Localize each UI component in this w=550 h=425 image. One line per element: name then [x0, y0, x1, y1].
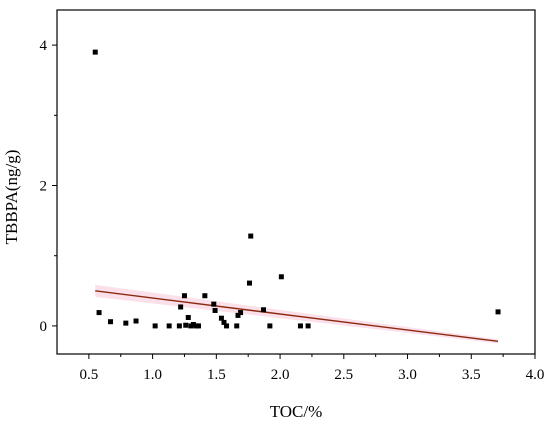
- x-tick-label: 1.5: [207, 367, 226, 383]
- scatter-point: [297, 323, 303, 329]
- scatter-point: [267, 323, 273, 329]
- scatter-point: [224, 323, 230, 329]
- confidence-band: [95, 284, 499, 344]
- scatter-point: [221, 319, 227, 325]
- scatter-point: [188, 323, 194, 329]
- scatter-point: [108, 319, 114, 325]
- scatter-point: [176, 323, 182, 329]
- scatter-point: [152, 323, 158, 329]
- scatter-point: [185, 314, 191, 320]
- scatter-point: [278, 274, 284, 280]
- scatter-point: [234, 323, 240, 329]
- scatter-point: [92, 49, 98, 55]
- y-tick-label: 0: [40, 319, 48, 335]
- scatter-point: [193, 323, 199, 329]
- y-tick-label: 2: [40, 179, 48, 195]
- scatter-point: [218, 315, 224, 321]
- scatter-point: [190, 322, 196, 328]
- scatter-point: [123, 320, 129, 326]
- scatter-point: [96, 310, 102, 316]
- scatter-point: [183, 322, 189, 328]
- scatter-point: [178, 304, 184, 310]
- scatter-point: [202, 293, 208, 299]
- scatter-point: [181, 293, 187, 299]
- scatter-point: [248, 233, 254, 239]
- scatter-point: [211, 301, 217, 307]
- confidence-band-layer: [95, 284, 499, 344]
- scatter-point: [166, 323, 172, 329]
- scatter-points-layer: [92, 49, 501, 329]
- x-tick-label: 2.5: [334, 367, 353, 383]
- x-axis-title: TOC/%: [270, 402, 323, 421]
- scatter-point: [495, 309, 501, 315]
- scatter-point: [305, 323, 311, 329]
- scatter-point: [133, 318, 139, 324]
- x-tick-label: 3.5: [462, 367, 481, 383]
- plot-area-frame: [56, 9, 536, 355]
- fit-line: [95, 290, 499, 343]
- y-axis-ticks: 0 2 4: [40, 38, 57, 335]
- x-tick-label: 2.0: [271, 367, 290, 383]
- x-tick-label: 4.0: [526, 367, 545, 383]
- scatter-point: [212, 307, 218, 313]
- scatter-point: [238, 310, 244, 316]
- x-axis-ticks: 0.5 1.0 1.5 2.0 2.5 3.0 3.5 4.0: [79, 354, 544, 383]
- fit-line-layer: [95, 290, 499, 343]
- scatter-point: [246, 280, 252, 286]
- scatter-point: [195, 323, 201, 329]
- scatter-point: [260, 307, 266, 313]
- scatter-point: [235, 312, 241, 318]
- x-tick-label: 3.0: [398, 367, 417, 383]
- y-tick-label: 4: [40, 38, 48, 54]
- x-tick-label: 1.0: [143, 367, 162, 383]
- y-axis-title: TBBPA(ng/g): [2, 150, 21, 245]
- x-tick-label: 0.5: [79, 367, 98, 383]
